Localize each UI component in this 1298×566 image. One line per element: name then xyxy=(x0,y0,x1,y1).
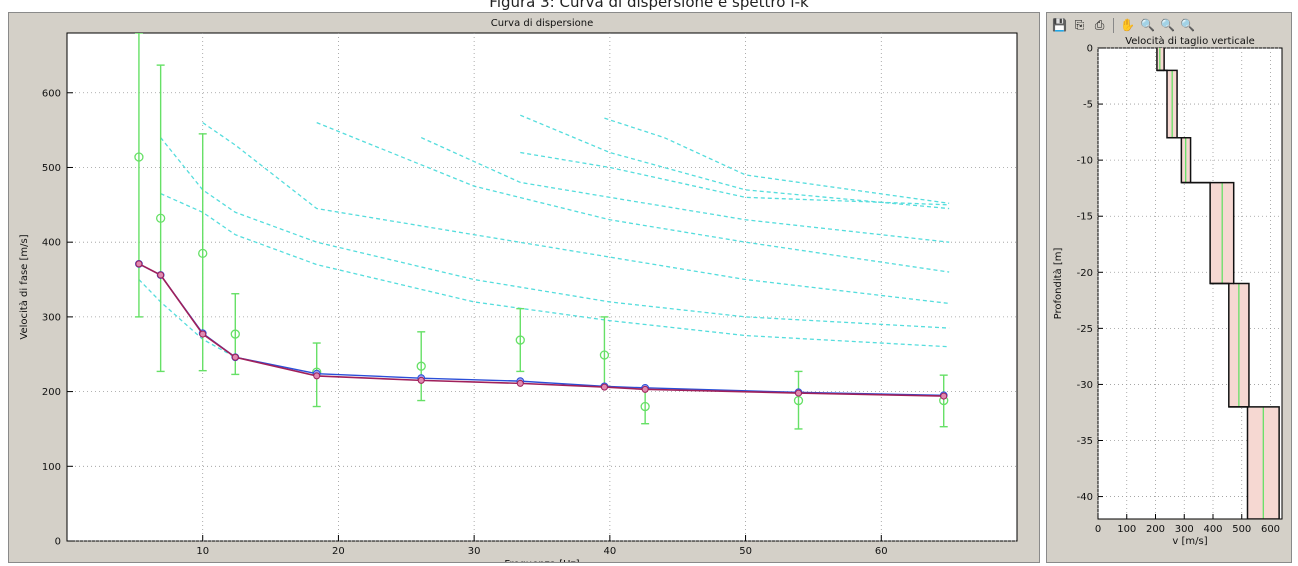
y-axis-label: Profondità [m] xyxy=(1052,248,1064,320)
model-point xyxy=(940,392,948,400)
higher-mode-curve xyxy=(138,279,236,358)
y-tick-label: 0 xyxy=(55,537,61,548)
y-tick-label: 400 xyxy=(42,238,61,249)
higher-mode-curve xyxy=(202,122,950,305)
shear-velocity-panel: 💾 ⎘ ⎙ ✋ 🔍 🔍 🔍 Velocità di taglio verticale 0 100… xyxy=(1046,12,1292,563)
model-point xyxy=(157,271,165,279)
print-icon[interactable]: ⎙ xyxy=(1094,18,1105,32)
x-axis-label: Frequenza [Hz] xyxy=(504,559,579,562)
x-tick-label: 600 xyxy=(1261,524,1280,535)
plot-content xyxy=(134,33,950,430)
model-point xyxy=(199,330,207,338)
y-axis-label: Velocità di fase [m/s] xyxy=(18,234,30,339)
y-tick-label: 500 xyxy=(42,163,61,174)
y-tick-label: -20 xyxy=(1077,268,1093,279)
observed-point xyxy=(515,335,525,345)
model-point xyxy=(600,383,608,391)
y-tick-label: 0 xyxy=(1087,44,1093,55)
x-axis-label: v [m/s] xyxy=(1172,536,1207,547)
y-tick-label: -30 xyxy=(1077,380,1093,391)
pan-hand-icon[interactable]: ✋ xyxy=(1120,18,1135,32)
model-point xyxy=(135,260,143,268)
x-tick-label: 10 xyxy=(196,546,209,557)
x-tick-label: 30 xyxy=(468,546,481,557)
model-point xyxy=(795,389,802,397)
zoom-icon[interactable]: 🔍 xyxy=(1140,18,1155,32)
x-tick-label: 200 xyxy=(1146,524,1165,535)
y-tick-label: -15 xyxy=(1077,212,1093,223)
chart-title: Velocità di taglio verticale xyxy=(1125,35,1255,47)
plot-area xyxy=(66,32,1018,542)
model-point xyxy=(231,353,239,361)
higher-mode-curve xyxy=(160,137,950,329)
figure-caption: Figura 3: Curva di dispersione e spettro… xyxy=(489,0,809,11)
x-tick-label: 400 xyxy=(1203,524,1222,535)
model-point xyxy=(313,372,321,380)
x-tick-label: 300 xyxy=(1175,524,1194,535)
x-tick-label: 0 xyxy=(1095,524,1101,535)
save-icon[interactable]: 💾 xyxy=(1052,18,1067,32)
model-point xyxy=(516,379,524,387)
y-tick-label: 100 xyxy=(42,462,61,473)
x-tick-label: 40 xyxy=(603,546,616,557)
y-tick-label: -35 xyxy=(1077,436,1093,447)
y-tick-label: -40 xyxy=(1077,492,1093,503)
chart-title: Curva di dispersione xyxy=(491,18,594,29)
dispersion-panel: Curva di dispersione 10 20 30 40 50 60 0 100 200 3… xyxy=(8,12,1040,566)
plot-content xyxy=(1156,48,1280,519)
model-point xyxy=(641,385,649,393)
observed-point xyxy=(134,152,144,162)
x-tick-label: 20 xyxy=(332,546,345,557)
observed-point xyxy=(599,350,610,360)
y-tick-label: 600 xyxy=(42,88,61,99)
zoom-fit-icon[interactable]: 🔍 xyxy=(1180,18,1195,32)
toolbar-separator xyxy=(1113,17,1114,33)
model-point xyxy=(417,376,425,384)
observed-point xyxy=(198,248,208,259)
velocity-profile-max xyxy=(1163,48,1280,519)
higher-mode-curve xyxy=(604,117,950,204)
observed-point xyxy=(640,401,650,412)
observed-point xyxy=(155,213,166,223)
x-tick-label: 50 xyxy=(739,546,752,557)
x-tick-label: 100 xyxy=(1117,524,1136,535)
x-tick-label: 60 xyxy=(875,546,888,557)
velocity-range-band xyxy=(1156,48,1165,71)
observed-point xyxy=(416,361,426,371)
observed-point xyxy=(230,329,240,339)
zoom-in-icon[interactable]: 🔍 xyxy=(1160,18,1175,32)
y-tick-label: -5 xyxy=(1083,100,1093,111)
shear-velocity-chart: Velocità di taglio verticale 0 100 200 300 40… xyxy=(1052,35,1283,547)
higher-mode-curve xyxy=(160,193,950,348)
y-tick-label: 300 xyxy=(42,312,61,323)
y-tick-label: -10 xyxy=(1077,156,1093,167)
copy-icon[interactable]: ⎘ xyxy=(1074,18,1085,32)
plot-toolbar: 💾 ⎘ ⎙ ✋ 🔍 🔍 🔍 xyxy=(1051,15,1196,35)
y-tick-label: 200 xyxy=(42,387,61,398)
higher-mode-curve xyxy=(520,151,950,206)
higher-mode-curve xyxy=(420,136,950,243)
y-tick-label: -25 xyxy=(1077,324,1093,335)
x-tick-label: 500 xyxy=(1232,524,1251,535)
higher-mode-curve xyxy=(316,122,950,273)
